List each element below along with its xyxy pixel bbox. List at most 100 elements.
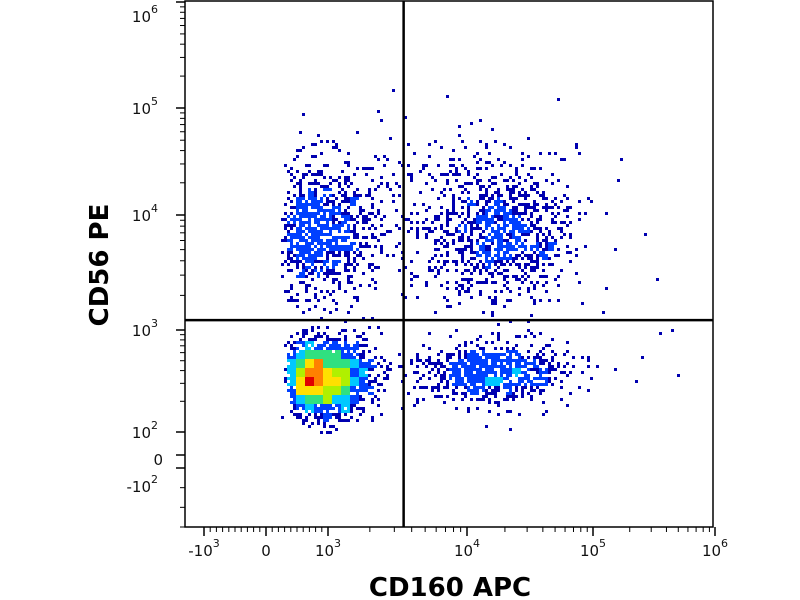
data-point bbox=[335, 347, 338, 350]
data-point bbox=[371, 206, 374, 209]
data-point bbox=[332, 395, 335, 398]
data-point bbox=[548, 380, 551, 383]
data-point bbox=[365, 167, 368, 170]
data-point bbox=[335, 263, 338, 266]
data-point bbox=[464, 227, 467, 230]
data-point bbox=[416, 212, 419, 215]
data-point bbox=[335, 413, 338, 416]
data-point bbox=[572, 356, 575, 359]
data-point bbox=[311, 326, 314, 329]
data-point bbox=[341, 377, 344, 380]
data-point bbox=[476, 266, 479, 269]
data-point bbox=[497, 239, 500, 242]
data-point bbox=[341, 347, 344, 350]
data-point bbox=[329, 245, 332, 248]
data-point bbox=[488, 263, 491, 266]
data-point bbox=[362, 236, 365, 239]
data-point bbox=[311, 344, 314, 347]
data-point bbox=[464, 200, 467, 203]
data-point bbox=[305, 209, 308, 212]
data-point bbox=[311, 404, 314, 407]
data-point bbox=[494, 392, 497, 395]
data-point bbox=[536, 260, 539, 263]
data-point bbox=[320, 350, 323, 353]
data-point bbox=[302, 398, 305, 401]
data-point bbox=[485, 236, 488, 239]
data-point bbox=[560, 158, 563, 161]
data-point bbox=[326, 389, 329, 392]
data-point bbox=[344, 161, 347, 164]
data-point bbox=[443, 374, 446, 377]
data-point bbox=[407, 164, 410, 167]
data-point bbox=[560, 386, 563, 389]
data-point bbox=[302, 374, 305, 377]
data-point bbox=[422, 203, 425, 206]
data-point bbox=[341, 368, 344, 371]
data-point bbox=[329, 311, 332, 314]
data-point bbox=[323, 413, 326, 416]
data-point bbox=[302, 422, 305, 425]
data-point bbox=[527, 377, 530, 380]
data-point bbox=[524, 239, 527, 242]
data-point bbox=[308, 197, 311, 200]
data-point bbox=[476, 377, 479, 380]
data-point bbox=[323, 371, 326, 374]
data-point bbox=[491, 281, 494, 284]
data-point bbox=[458, 248, 461, 251]
data-point bbox=[299, 281, 302, 284]
data-point bbox=[317, 383, 320, 386]
data-point bbox=[305, 203, 308, 206]
data-point bbox=[332, 401, 335, 404]
data-point bbox=[344, 179, 347, 182]
data-point bbox=[335, 218, 338, 221]
data-point bbox=[359, 353, 362, 356]
data-point bbox=[479, 347, 482, 350]
data-point bbox=[296, 404, 299, 407]
data-point bbox=[329, 215, 332, 218]
data-point bbox=[290, 206, 293, 209]
data-point bbox=[503, 278, 506, 281]
data-point bbox=[290, 239, 293, 242]
data-point bbox=[551, 242, 554, 245]
data-point bbox=[350, 275, 353, 278]
data-point bbox=[530, 383, 533, 386]
data-point bbox=[527, 392, 530, 395]
data-point bbox=[545, 359, 548, 362]
data-point bbox=[482, 365, 485, 368]
data-point bbox=[314, 203, 317, 206]
data-point bbox=[500, 218, 503, 221]
data-point bbox=[437, 395, 440, 398]
data-point bbox=[485, 194, 488, 197]
data-point bbox=[302, 263, 305, 266]
data-point bbox=[326, 275, 329, 278]
data-point bbox=[503, 227, 506, 230]
data-point bbox=[317, 299, 320, 302]
data-point bbox=[470, 374, 473, 377]
data-point bbox=[353, 380, 356, 383]
data-point bbox=[491, 230, 494, 233]
data-point bbox=[479, 221, 482, 224]
data-point bbox=[458, 236, 461, 239]
data-point bbox=[344, 254, 347, 257]
data-point bbox=[302, 371, 305, 374]
data-point bbox=[464, 392, 467, 395]
data-point bbox=[371, 386, 374, 389]
data-point bbox=[443, 377, 446, 380]
data-point bbox=[362, 344, 365, 347]
data-point bbox=[539, 215, 542, 218]
data-point bbox=[326, 326, 329, 329]
data-point bbox=[368, 167, 371, 170]
data-point bbox=[302, 407, 305, 410]
data-point bbox=[341, 371, 344, 374]
data-point bbox=[356, 335, 359, 338]
data-point bbox=[398, 161, 401, 164]
data-point bbox=[503, 398, 506, 401]
data-point bbox=[323, 164, 326, 167]
data-point bbox=[317, 359, 320, 362]
data-point bbox=[467, 191, 470, 194]
data-point bbox=[350, 305, 353, 308]
data-point bbox=[446, 182, 449, 185]
data-point bbox=[326, 347, 329, 350]
data-point bbox=[512, 236, 515, 239]
data-point bbox=[356, 248, 359, 251]
